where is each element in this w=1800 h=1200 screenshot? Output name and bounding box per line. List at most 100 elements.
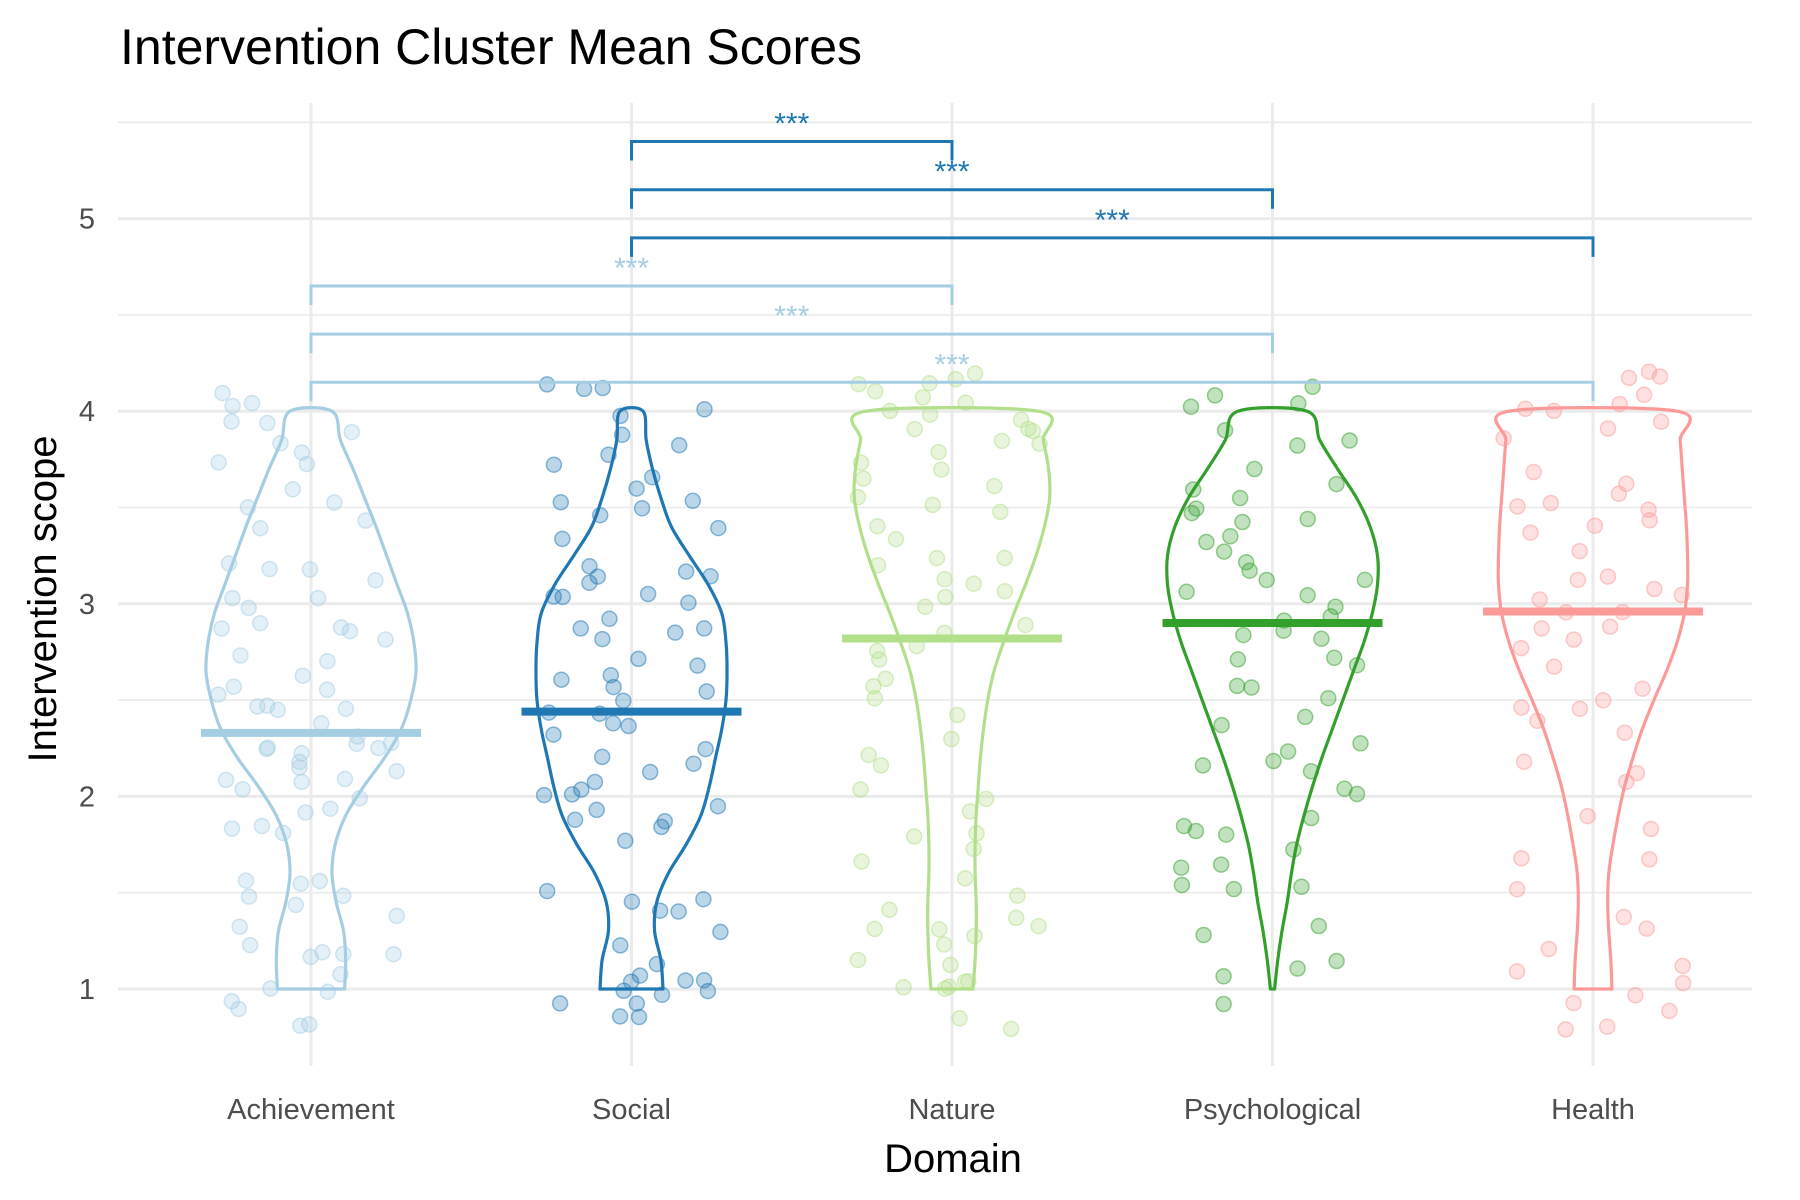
data-point bbox=[272, 435, 289, 452]
violin-nature bbox=[850, 405, 1054, 991]
significance-label: *** bbox=[614, 252, 649, 285]
data-point bbox=[1508, 963, 1526, 980]
data-point bbox=[965, 575, 982, 592]
data-point bbox=[1258, 571, 1275, 589]
data-point bbox=[866, 690, 884, 707]
data-point bbox=[628, 995, 646, 1012]
data-point bbox=[623, 893, 641, 910]
data-point bbox=[554, 588, 571, 606]
significance-label: *** bbox=[934, 348, 969, 381]
y-tick-label: 3 bbox=[79, 589, 95, 621]
data-point bbox=[1508, 880, 1526, 898]
x-tick-label: Achievement bbox=[227, 1094, 395, 1126]
data-point bbox=[322, 800, 339, 817]
data-point bbox=[1615, 908, 1633, 926]
grid-lines bbox=[118, 103, 1752, 1067]
data-point bbox=[259, 739, 277, 756]
data-point bbox=[712, 923, 729, 941]
data-point bbox=[553, 671, 570, 688]
x-tick-label: Psychological bbox=[1184, 1094, 1361, 1126]
data-point bbox=[924, 496, 941, 514]
data-point bbox=[388, 907, 405, 925]
data-point bbox=[869, 517, 886, 535]
data-point bbox=[1194, 757, 1212, 774]
data-point bbox=[670, 903, 687, 920]
data-point bbox=[351, 789, 368, 807]
data-point bbox=[914, 389, 932, 406]
data-point bbox=[630, 1008, 648, 1026]
data-point bbox=[1217, 826, 1235, 843]
data-point bbox=[232, 647, 249, 664]
data-point bbox=[301, 561, 319, 578]
data-point bbox=[1289, 960, 1306, 977]
data-point bbox=[852, 454, 870, 472]
data-point bbox=[928, 549, 946, 567]
data-point bbox=[670, 436, 688, 454]
significance-label: *** bbox=[1095, 204, 1130, 237]
data-point bbox=[332, 966, 349, 983]
data-point bbox=[611, 1008, 629, 1025]
data-point bbox=[600, 446, 617, 464]
data-point bbox=[319, 983, 337, 1001]
data-point bbox=[552, 494, 570, 511]
data-point bbox=[210, 454, 227, 471]
data-point bbox=[622, 973, 640, 991]
data-point bbox=[538, 882, 556, 900]
data-point bbox=[225, 678, 243, 695]
data-point bbox=[685, 755, 702, 772]
data-point bbox=[966, 365, 984, 382]
data-point bbox=[1184, 481, 1202, 498]
data-point bbox=[1243, 679, 1260, 696]
data-point bbox=[866, 383, 884, 400]
x-axis-title: Domain bbox=[884, 1137, 1022, 1181]
data-point bbox=[572, 620, 589, 637]
data-point bbox=[680, 594, 697, 611]
data-point bbox=[319, 652, 336, 670]
data-point bbox=[633, 500, 651, 517]
data-point bbox=[535, 786, 553, 804]
data-point bbox=[1279, 743, 1297, 760]
data-point bbox=[1293, 878, 1310, 896]
data-point bbox=[1031, 435, 1048, 452]
data-point bbox=[1517, 400, 1534, 418]
data-point bbox=[1178, 583, 1195, 601]
data-point bbox=[1172, 859, 1190, 876]
data-point bbox=[1565, 994, 1582, 1012]
data-point bbox=[1009, 887, 1026, 904]
data-point bbox=[1206, 387, 1224, 404]
data-point bbox=[612, 407, 629, 425]
data-point bbox=[1313, 630, 1330, 648]
data-point bbox=[253, 817, 271, 835]
data-point bbox=[860, 746, 877, 764]
data-point bbox=[951, 1010, 968, 1027]
data-point bbox=[538, 376, 556, 393]
violin-psychological bbox=[1165, 406, 1380, 991]
data-point bbox=[1234, 513, 1251, 531]
data-point bbox=[593, 748, 611, 766]
data-point bbox=[936, 571, 953, 588]
data-point bbox=[554, 530, 571, 548]
data-point bbox=[869, 556, 887, 574]
data-point bbox=[977, 790, 995, 808]
data-point bbox=[613, 426, 631, 444]
data-point bbox=[292, 1017, 309, 1034]
data-point bbox=[1512, 639, 1530, 657]
data-point bbox=[1529, 712, 1546, 730]
data-point bbox=[1299, 510, 1316, 528]
data-point bbox=[1618, 475, 1635, 493]
data-point bbox=[591, 506, 609, 524]
data-point bbox=[601, 610, 618, 628]
data-point bbox=[695, 620, 713, 637]
data-point bbox=[1228, 677, 1246, 695]
data-point bbox=[243, 394, 261, 412]
significance-brackets: *** *** *** *** *** *** bbox=[309, 108, 1595, 402]
data-point bbox=[666, 624, 684, 641]
data-point bbox=[617, 832, 634, 850]
significance-label: *** bbox=[934, 156, 969, 189]
data-point bbox=[956, 870, 974, 887]
data-point bbox=[855, 470, 872, 487]
data-point bbox=[630, 650, 647, 668]
data-point bbox=[872, 757, 890, 774]
data-point bbox=[656, 813, 674, 830]
data-point bbox=[224, 397, 241, 415]
